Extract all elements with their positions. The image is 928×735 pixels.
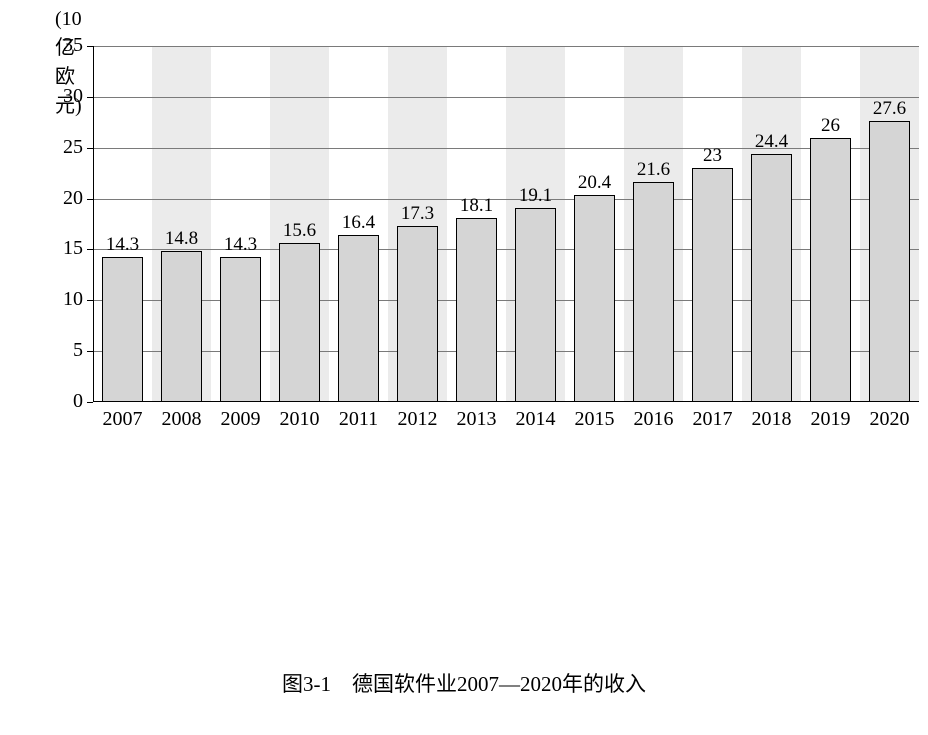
y-tick-label: 10 [63,288,83,311]
bar-value-label: 18.1 [457,195,496,217]
bar: 26 [810,138,851,402]
bar-value-label: 26 [811,115,850,137]
x-tick-label: 2019 [801,408,860,431]
bar: 15.6 [279,243,320,402]
bar: 21.6 [633,182,674,402]
bar: 14.3 [102,257,143,402]
x-tick-label: 2015 [565,408,624,431]
y-tick-label: 35 [63,34,83,57]
y-tick-label: 20 [63,187,83,210]
bar: 17.3 [397,226,438,402]
bar-value-label: 27.6 [870,98,909,120]
bar: 18.1 [456,218,497,402]
bar: 14.3 [220,257,261,402]
bar-value-label: 14.8 [162,228,201,250]
y-tick-label: 0 [73,390,83,413]
bar-value-label: 19.1 [516,185,555,207]
x-tick-label: 2009 [211,408,270,431]
x-tick-label: 2018 [742,408,801,431]
y-tick-label: 5 [73,339,83,362]
x-tick-label: 2014 [506,408,565,431]
x-tick-label: 2008 [152,408,211,431]
bar: 23 [692,168,733,402]
bar-value-label: 14.3 [103,234,142,256]
x-tick-label: 2010 [270,408,329,431]
bar-value-label: 14.3 [221,234,260,256]
figure-caption: 图3-1 德国软件业2007—2020年的收入 [0,668,928,698]
x-tick-label: 2013 [447,408,506,431]
plot-area: 05101520253035 14.314.814.315.616.417.31… [93,46,919,402]
bar-value-label: 20.4 [575,172,614,194]
x-tick-label: 2007 [93,408,152,431]
bars-group: 14.3 14.8 14.3 15.6 16.4 17.3 18.1 19.1 20.4 21.6… [93,46,919,402]
bar-value-label: 15.6 [280,220,319,242]
bar-value-label: 23 [693,145,732,167]
bar-value-label: 24.4 [752,131,791,153]
y-tick-label: 30 [63,85,83,108]
x-tick-label: 2017 [683,408,742,431]
x-tick-label: 2011 [329,408,388,431]
bar: 20.4 [574,195,615,402]
bar-value-label: 16.4 [339,212,378,234]
x-tick-label: 2020 [860,408,919,431]
y-tick-label: 15 [63,237,83,260]
bar: 16.4 [338,235,379,402]
bar: 24.4 [751,154,792,402]
y-tick-mark [87,402,93,403]
bar-value-label: 17.3 [398,203,437,225]
bar: 14.8 [161,251,202,402]
x-tick-label: 2012 [388,408,447,431]
bar-value-label: 21.6 [634,159,673,181]
bar: 19.1 [515,208,556,402]
bar: 27.6 [869,121,910,402]
x-tick-label: 2016 [624,408,683,431]
y-tick-label: 25 [63,136,83,159]
